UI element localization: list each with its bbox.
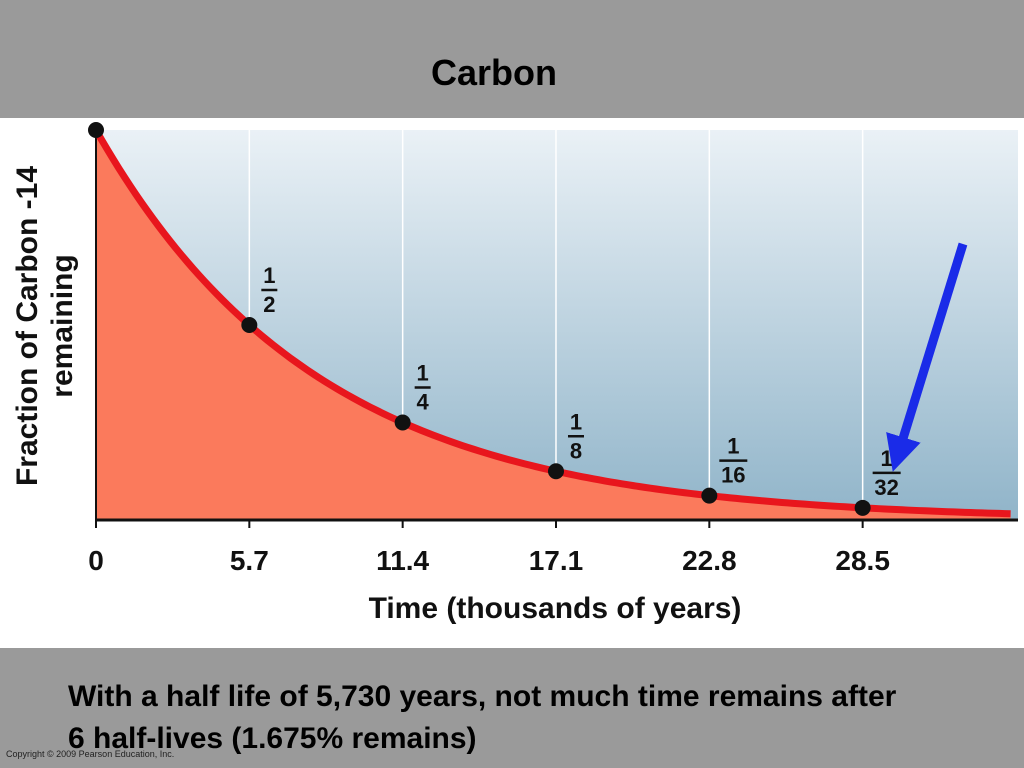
fraction-numerator: 1 [881, 446, 893, 471]
fraction-numerator: 1 [727, 434, 739, 459]
figure-panel: 0 5.7 11.4 17.1 22.8 28.5 1 2 1 4 1 8 1 16 1 32 Time (… [0, 118, 1024, 759]
fraction-numerator: 1 [263, 263, 275, 288]
data-point [241, 317, 258, 333]
y-axis-label-line2: remaining [46, 254, 79, 397]
fraction-denominator: 2 [263, 292, 275, 317]
fraction-label: 14 [414, 361, 431, 415]
annotation-arrow [886, 242, 968, 472]
x-tick-label: 28.5 [835, 545, 890, 576]
fraction-denominator: 4 [417, 390, 430, 415]
caption-line-1: With a half life of 5,730 years, not muc… [68, 680, 897, 713]
x-axis-label: Time (thousands of years) [369, 592, 742, 625]
data-point [394, 414, 411, 431]
slide-caption: With a half life of 5,730 years, not muc… [68, 676, 1018, 760]
fraction-denominator: 8 [570, 438, 582, 463]
data-point [547, 463, 564, 480]
fraction-label: 18 [567, 409, 584, 463]
data-point [854, 499, 871, 516]
x-tick-label: 5.7 [230, 545, 269, 576]
x-tick-label: 0 [88, 545, 104, 576]
x-tick-label: 17.1 [529, 545, 584, 576]
copyright-notice: Copyright © 2009 Pearson Education, Inc. [6, 749, 175, 759]
area-under-curve [96, 130, 1011, 520]
fraction-denominator: 16 [721, 463, 745, 488]
caption-line-2: 6 half-lives (1.675% remains) [68, 722, 477, 755]
data-point [701, 487, 718, 504]
fraction-numerator: 1 [417, 361, 429, 386]
fraction-label: 12 [261, 263, 278, 317]
slide-title: Carbon [431, 52, 557, 93]
title-bar: Carbon [0, 0, 1024, 118]
fraction-denominator: 32 [874, 475, 898, 500]
fraction-label: 116 [719, 434, 748, 488]
y-axis-label-line1: Fraction of Carbon -14 [11, 166, 44, 486]
x-tick-label: 11.4 [376, 545, 429, 576]
data-point [88, 122, 104, 138]
fraction-numerator: 1 [570, 409, 582, 434]
x-tick-label: 22.8 [682, 545, 737, 576]
